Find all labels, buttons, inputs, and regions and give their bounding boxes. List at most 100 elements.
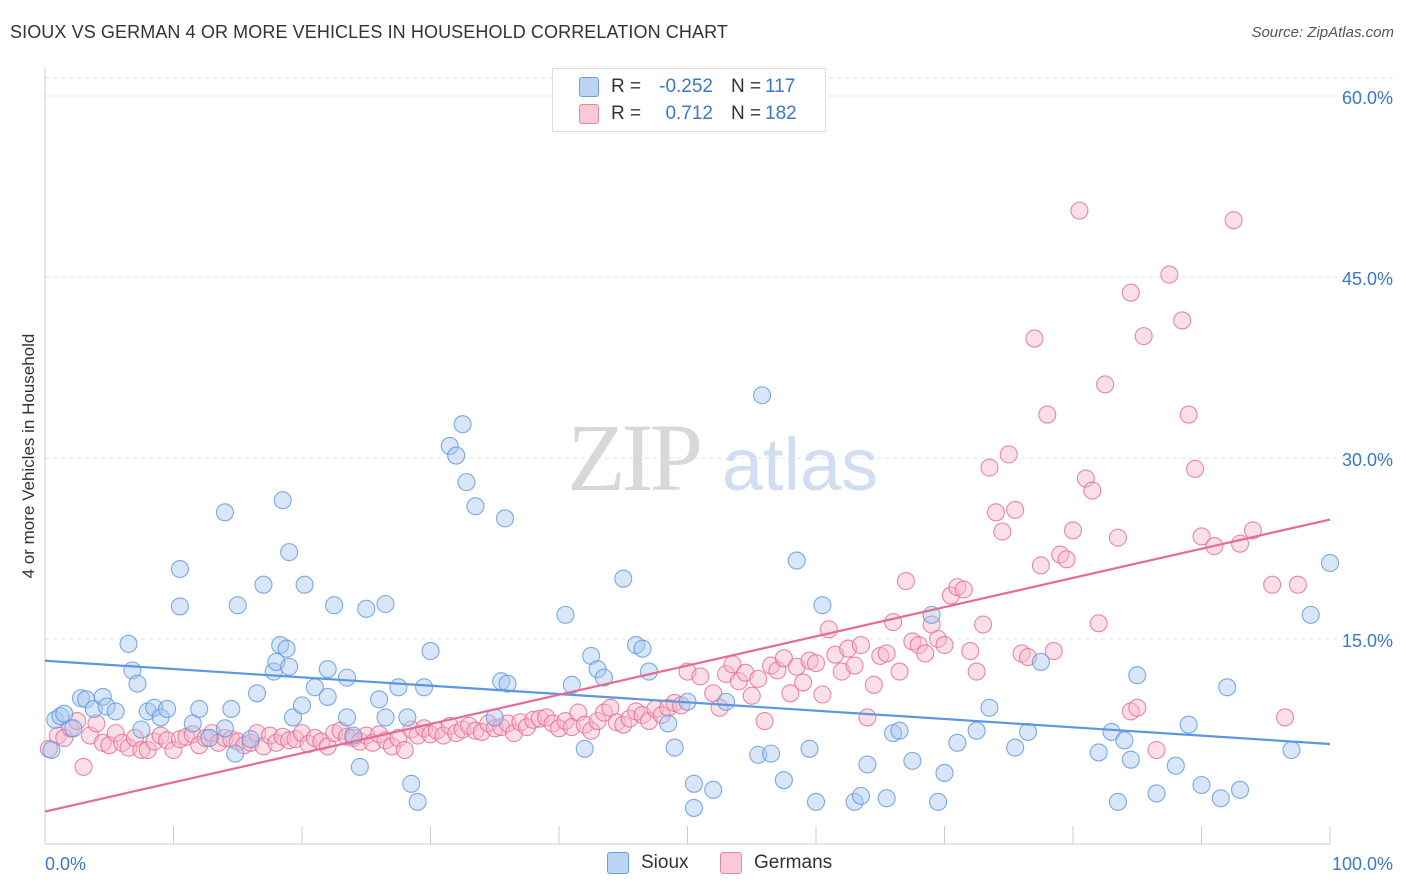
germans-point [742, 686, 761, 705]
y-tick-label: 15.0% [1342, 631, 1393, 651]
germans-point [1070, 201, 1089, 220]
sioux-point [440, 436, 459, 455]
sioux-point [97, 697, 116, 716]
sioux-point [295, 575, 314, 594]
sioux-point [170, 597, 189, 616]
sioux-point [761, 744, 781, 763]
legend-row-germans: R = 0.712 N = 182 [579, 101, 797, 127]
germans-point [1288, 575, 1307, 594]
sioux-point [402, 774, 421, 793]
germans-point [806, 654, 826, 673]
tick-labels: 15.0% 30.0% 45.0% 60.0% 0.0% 100.0% [45, 88, 1393, 874]
germans-point [1038, 405, 1057, 424]
trend-lines [44, 518, 1331, 813]
germans-point [749, 669, 768, 688]
sioux-point [1121, 750, 1140, 769]
germans-point [858, 708, 877, 727]
germans-point [1173, 311, 1192, 330]
sioux-point [226, 744, 245, 763]
germans-point [55, 728, 74, 747]
sioux-point [498, 674, 517, 693]
sioux-point [948, 733, 967, 752]
sioux-point [247, 684, 267, 703]
legend-label-sioux: Sioux [641, 852, 689, 873]
germans-point [896, 572, 916, 591]
germans-point [954, 580, 973, 599]
sioux-point [1282, 740, 1301, 760]
sioux-point [106, 702, 125, 721]
sioux-point [903, 751, 922, 770]
sioux-point [42, 740, 61, 760]
sioux-point [1115, 731, 1134, 750]
sioux-point [1218, 678, 1237, 697]
sioux-point [851, 786, 871, 805]
germans-point [1263, 575, 1282, 594]
germans-point [1044, 642, 1063, 661]
germans-points [39, 201, 1307, 776]
germans-point [967, 662, 986, 681]
sioux-point [46, 710, 65, 729]
sioux-point [1211, 789, 1230, 808]
sioux-point [495, 509, 515, 528]
sioux-point [614, 569, 633, 588]
legend-swatch-sioux [579, 77, 599, 97]
sioux-point [684, 798, 703, 817]
germans-point [935, 635, 954, 655]
germans-point [1083, 481, 1102, 500]
legend-swatch-sioux [607, 852, 629, 874]
sioux-point [93, 687, 112, 706]
sioux-point [466, 497, 485, 516]
axes [44, 68, 1331, 845]
germans-point [517, 718, 536, 737]
sioux-point [254, 575, 273, 594]
sioux-point [1301, 605, 1320, 624]
sioux-point [241, 730, 260, 749]
sioux-point [858, 755, 877, 774]
germans-trend-line [44, 518, 1331, 813]
germans-point [1128, 698, 1147, 717]
germans-point [999, 445, 1018, 464]
legend-n-label: N = [731, 76, 762, 97]
sioux-point [215, 719, 234, 738]
germans-point [582, 721, 601, 740]
germans-point [851, 635, 871, 655]
sioux-point [128, 674, 147, 693]
sioux-point [1179, 715, 1198, 734]
sioux-point [158, 699, 177, 719]
germans-point [755, 712, 774, 731]
germans-point [1243, 521, 1262, 540]
sioux-point [1089, 743, 1108, 762]
legend-r-label: R = [611, 103, 642, 124]
sioux-point [594, 668, 614, 687]
germans-point [691, 667, 710, 686]
sioux-point [716, 692, 736, 711]
germans-point [260, 726, 279, 745]
germans-point [1121, 283, 1140, 302]
sioux-point [228, 596, 247, 615]
sioux-point [277, 639, 296, 658]
watermark-zip: ZIP [567, 404, 700, 511]
legend-row-sioux: R = -0.252 N = 117 [579, 74, 795, 100]
sioux-point [774, 771, 793, 790]
germans-point [1063, 521, 1083, 540]
germans-point [158, 731, 177, 750]
legend-r-label: R = [611, 76, 642, 97]
sioux-point [1166, 756, 1185, 775]
sioux-point [1102, 722, 1121, 741]
sioux-point [283, 708, 303, 727]
y-axis-label: 4 or more Vehicles in Household [19, 334, 38, 579]
germans-point [190, 736, 209, 755]
sioux-point [665, 738, 684, 757]
germans-point [916, 644, 935, 663]
sioux-point [376, 708, 395, 727]
sioux-point [980, 698, 999, 717]
sioux-point [659, 714, 678, 733]
sioux-point [376, 594, 395, 614]
germans-point [890, 662, 909, 681]
sioux-point [935, 763, 954, 782]
sioux-point [408, 792, 427, 811]
x-tick-label: 100.0% [1332, 854, 1393, 874]
germans-point [74, 757, 93, 776]
legend-swatch-germans [579, 104, 599, 124]
